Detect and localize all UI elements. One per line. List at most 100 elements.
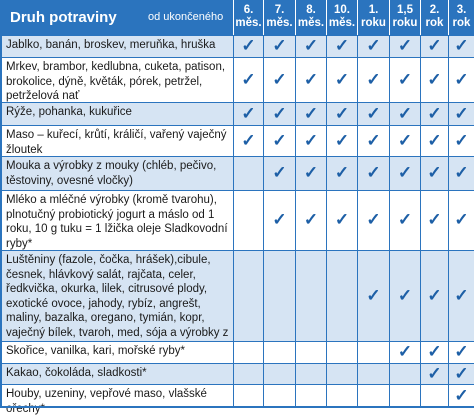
checkmark-icon: ✓: [454, 286, 469, 305]
checkmark-icon: ✓: [427, 342, 442, 361]
header-title-cell: Druh potraviny od ukončeného: [0, 0, 233, 35]
age-cell: ✓: [448, 385, 474, 407]
age-cell: [233, 342, 263, 363]
header-age-column: 10. měs.: [326, 0, 357, 35]
checkmark-icon: ✓: [241, 36, 256, 55]
age-cell: [420, 385, 448, 407]
table-row: Houby, uzeniny, vepřové maso, vlašské oř…: [0, 384, 474, 415]
age-cell: ✓: [420, 157, 448, 190]
table-row: Mrkev, brambor, kedlubna, cuketa, patiso…: [0, 57, 474, 102]
age-cell: ✓: [295, 157, 326, 190]
checkmark-icon: ✓: [334, 36, 350, 55]
age-cell: ✓: [448, 251, 474, 341]
checkmark-icon: ✓: [303, 70, 319, 89]
age-cell: ✓: [357, 36, 389, 57]
checkmark-icon: ✓: [427, 104, 442, 123]
age-cell: [326, 342, 357, 363]
age-cell: ✓: [357, 103, 389, 125]
checkmark-icon: ✓: [334, 163, 350, 182]
age-cell: [389, 364, 420, 384]
checkmark-icon: ✓: [427, 70, 442, 89]
age-cell: ✓: [420, 364, 448, 384]
checkmark-icon: ✓: [272, 131, 287, 150]
checkmark-icon: ✓: [427, 131, 442, 150]
age-cell: ✓: [357, 58, 389, 102]
table-left-border: [0, 0, 2, 408]
food-label: Skořice, vanilka, kari, mořské ryby*: [6, 345, 185, 357]
age-cell: ✓: [233, 58, 263, 102]
table-row: Mouka a výrobky z mouky (chléb, pečivo, …: [0, 156, 474, 190]
age-cell: [295, 251, 326, 341]
checkmark-icon: ✓: [427, 286, 442, 305]
age-cell: ✓: [389, 58, 420, 102]
checkmark-icon: ✓: [454, 131, 469, 150]
header-age-number: 6.: [243, 4, 254, 16]
header-subtitle: od ukončeného: [148, 11, 224, 23]
header-age-unit: měs.: [235, 17, 262, 29]
header-age-number: 1.: [368, 4, 379, 16]
checkmark-icon: ✓: [272, 163, 287, 182]
checkmark-icon: ✓: [241, 131, 256, 150]
age-cell: ✓: [448, 364, 474, 384]
age-cell: ✓: [448, 58, 474, 102]
checkmark-icon: ✓: [397, 342, 413, 361]
checkmark-icon: ✓: [454, 210, 469, 229]
checkmark-icon: ✓: [454, 70, 469, 89]
age-cell: ✓: [326, 36, 357, 57]
checkmark-icon: ✓: [272, 104, 287, 123]
checkmark-icon: ✓: [454, 342, 469, 361]
checkmark-icon: ✓: [334, 131, 350, 150]
header-age-column: 8. měs.: [295, 0, 326, 35]
age-cell: ✓: [295, 36, 326, 57]
age-cell: [295, 364, 326, 384]
age-cell: ✓: [295, 103, 326, 125]
age-cell: [233, 157, 263, 190]
checkmark-icon: ✓: [397, 70, 413, 89]
table-row: Mléko a mléčné výrobky (kromě tvarohu), …: [0, 190, 474, 250]
age-cell: ✓: [263, 103, 295, 125]
age-cell: ✓: [357, 157, 389, 190]
checkmark-icon: ✓: [272, 36, 287, 55]
age-cell: ✓: [420, 191, 448, 250]
age-cell: ✓: [420, 126, 448, 156]
age-cell: ✓: [448, 342, 474, 363]
age-cell: ✓: [263, 126, 295, 156]
age-cell: [263, 385, 295, 407]
age-cell: ✓: [389, 126, 420, 156]
checkmark-icon: ✓: [397, 131, 413, 150]
age-cell: ✓: [389, 342, 420, 363]
food-label: Jablko, banán, broskev, meruňka, hruška: [6, 39, 216, 51]
checkmark-icon: ✓: [427, 163, 442, 182]
header-age-column: 1. roku: [357, 0, 389, 35]
checkmark-icon: ✓: [366, 104, 381, 123]
header-age-unit: roku: [361, 17, 386, 29]
header-age-unit: měs.: [328, 17, 356, 29]
checkmark-icon: ✓: [334, 104, 350, 123]
header-age-number: 10.: [334, 4, 350, 16]
checkmark-icon: ✓: [303, 36, 319, 55]
table-row: Luštěniny (fazole, čočka, hrášek),cibule…: [0, 250, 474, 353]
checkmark-icon: ✓: [241, 70, 256, 89]
checkmark-icon: ✓: [303, 163, 319, 182]
age-cell: ✓: [448, 126, 474, 156]
age-cell: ✓: [420, 342, 448, 363]
age-cell: [263, 251, 295, 341]
age-cell: ✓: [263, 157, 295, 190]
food-label: Luštěniny (fazole, čočka, hrášek),cibule…: [6, 254, 229, 353]
age-cell: ✓: [263, 36, 295, 57]
age-cell: ✓: [326, 191, 357, 250]
age-cell: ✓: [448, 191, 474, 250]
header-age-unit: rok: [425, 17, 444, 29]
header-title: Druh potraviny: [10, 9, 117, 26]
checkmark-icon: ✓: [366, 36, 381, 55]
checkmark-icon: ✓: [397, 104, 413, 123]
header-age-number: 2.: [429, 4, 440, 16]
age-cell: [357, 342, 389, 363]
age-cell: [326, 251, 357, 341]
age-cell: ✓: [263, 191, 295, 250]
age-cell: ✓: [326, 58, 357, 102]
age-cell: ✓: [389, 36, 420, 57]
checkmark-icon: ✓: [334, 210, 350, 229]
checkmark-icon: ✓: [366, 163, 381, 182]
age-cell: ✓: [357, 126, 389, 156]
